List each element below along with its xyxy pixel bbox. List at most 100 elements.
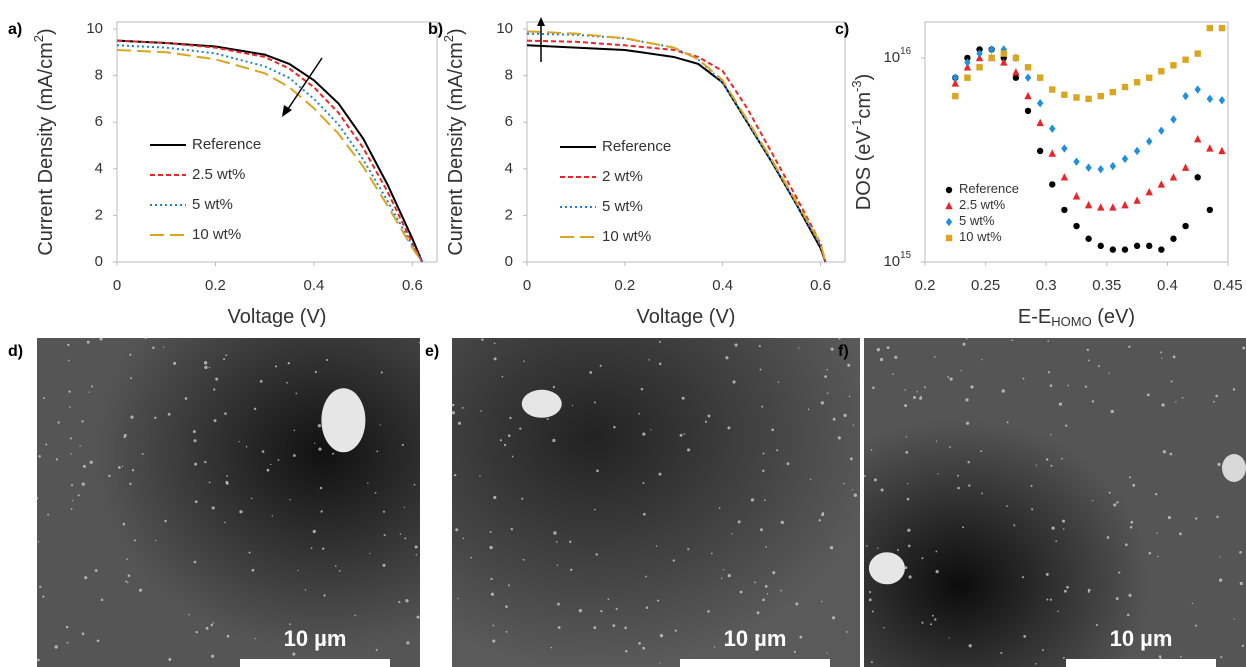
particle	[522, 558, 525, 561]
particle	[640, 387, 644, 391]
particle	[67, 343, 70, 347]
y-tick-label: 1016	[883, 46, 911, 66]
particle	[493, 357, 497, 361]
curve	[116, 48, 424, 263]
particle	[853, 493, 857, 497]
particle	[924, 386, 926, 389]
legend-label: 10 wt%	[602, 228, 651, 245]
particle	[1175, 401, 1177, 403]
particle	[615, 607, 618, 610]
marker	[1182, 56, 1189, 63]
particle	[508, 584, 510, 587]
x-tick-label: 0.2	[915, 277, 936, 294]
particle	[1057, 610, 1059, 613]
particle	[69, 437, 72, 440]
particle	[556, 564, 559, 566]
particle	[292, 454, 296, 457]
particle	[1129, 476, 1131, 479]
particle	[612, 624, 616, 628]
particle	[245, 445, 248, 448]
particle	[824, 375, 827, 378]
particle	[557, 626, 561, 629]
particle	[266, 468, 270, 472]
particle	[224, 412, 227, 415]
particle	[405, 599, 409, 603]
particle	[930, 623, 933, 626]
y-tick-label: 6	[95, 113, 103, 130]
legend-label: 5 wt%	[192, 196, 233, 213]
particle	[658, 362, 662, 366]
particle	[492, 624, 495, 627]
particle	[38, 455, 41, 458]
particle	[869, 591, 872, 594]
particle	[208, 367, 211, 369]
particle	[1011, 339, 1014, 342]
particle	[1035, 662, 1037, 665]
particle	[319, 486, 323, 490]
particle	[226, 475, 228, 477]
particle	[1049, 384, 1053, 387]
marker	[1036, 118, 1044, 127]
particle	[1170, 380, 1173, 383]
particle	[253, 407, 257, 411]
x-tick-label: 0	[113, 277, 121, 294]
particle	[931, 614, 934, 617]
particle	[289, 498, 291, 501]
particle	[37, 658, 40, 662]
particle	[1047, 340, 1049, 342]
particle	[1062, 519, 1066, 523]
particle	[121, 465, 124, 467]
marker	[1073, 222, 1080, 230]
particle	[325, 358, 329, 361]
particle	[492, 639, 496, 643]
particle	[489, 545, 493, 550]
particle	[1031, 508, 1034, 511]
particle	[962, 342, 966, 346]
particle	[905, 450, 909, 454]
particle	[480, 410, 482, 412]
marker	[1109, 246, 1117, 253]
particle	[418, 342, 421, 344]
particle	[659, 634, 664, 638]
particle	[707, 610, 710, 613]
particle	[863, 474, 866, 477]
particle	[1159, 639, 1162, 642]
marker	[1073, 94, 1080, 101]
particle	[546, 418, 549, 421]
particle	[144, 336, 147, 340]
x-tick-label: 0.3	[1036, 277, 1057, 294]
particle	[1172, 355, 1176, 359]
legend-label: 10 wt%	[192, 226, 241, 243]
particle	[493, 342, 496, 345]
particle	[821, 600, 823, 603]
legend-label: 5 wt%	[602, 198, 643, 215]
particle	[510, 528, 514, 531]
y-axis-title: DOS (eV-1cm-3)	[849, 74, 875, 211]
particle	[1095, 623, 1099, 627]
particle	[1041, 649, 1044, 651]
particle	[1216, 515, 1219, 519]
marker	[1194, 85, 1201, 94]
particle	[1001, 389, 1005, 393]
particle	[593, 401, 596, 404]
particle	[843, 482, 845, 485]
particle	[67, 359, 70, 362]
particle	[57, 421, 60, 424]
particle	[1021, 576, 1024, 579]
particle	[838, 337, 841, 340]
particle	[54, 645, 58, 649]
particle	[642, 432, 646, 436]
particle	[908, 575, 912, 579]
particle	[642, 482, 645, 485]
particle	[470, 556, 473, 559]
y-tick-label: 10	[496, 20, 513, 37]
panel-label: a)	[8, 21, 22, 38]
particle	[154, 416, 157, 420]
particle	[571, 404, 574, 407]
marker	[1158, 246, 1165, 253]
y-tick-label: 2	[95, 206, 103, 223]
particle	[82, 464, 86, 468]
x-axis-title: Voltage (V)	[228, 306, 327, 328]
particle	[505, 605, 508, 609]
particle	[118, 466, 121, 469]
